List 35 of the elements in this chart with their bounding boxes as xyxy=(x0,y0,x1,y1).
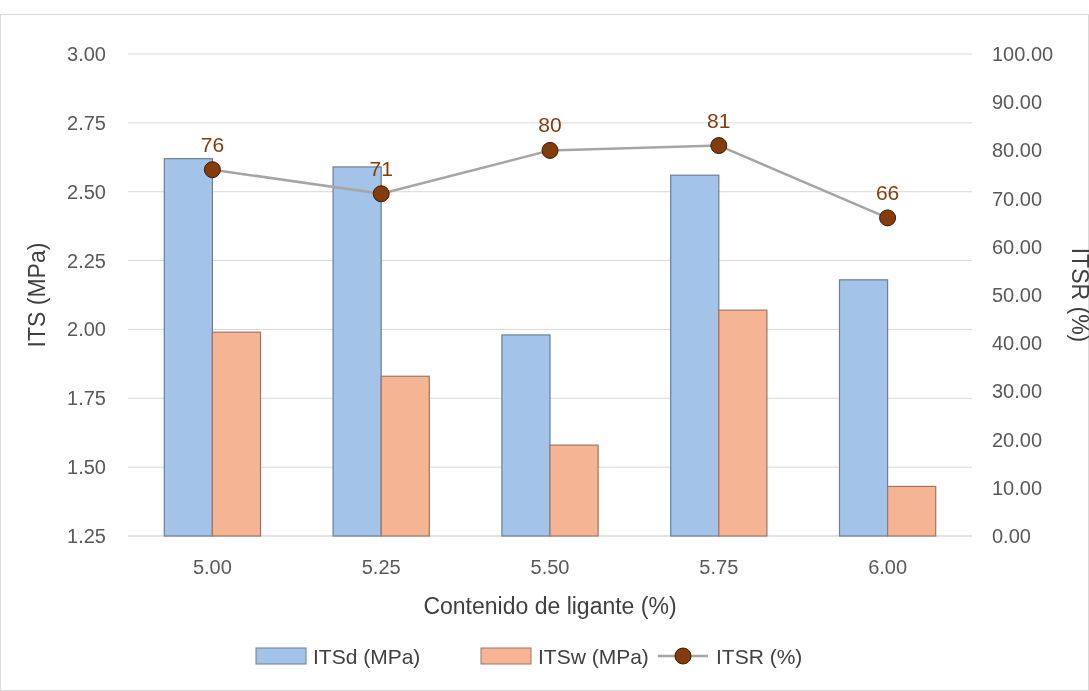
y-tick-label: 2.50 xyxy=(67,180,106,203)
y2-tick-label: 100.00 xyxy=(992,43,1054,65)
legend-label: ITSd (MPa) xyxy=(313,645,421,668)
y-tick-label: 2.75 xyxy=(67,111,106,134)
y2-tick-label: 10.00 xyxy=(992,476,1043,499)
y2-tick-label: 70.00 xyxy=(992,187,1043,210)
legend-label: ITSw (MPa) xyxy=(538,645,649,668)
y2-tick-label: 0.00 xyxy=(992,525,1031,547)
x-tick-label: 5.75 xyxy=(699,556,739,578)
y2-tick-label: 20.00 xyxy=(992,428,1043,451)
x-tick-label: 5.00 xyxy=(192,556,232,578)
data-label: 81 xyxy=(707,108,731,132)
x-tick-label: 5.25 xyxy=(361,556,401,578)
y2-tick-label: 90.00 xyxy=(992,91,1043,114)
y-tick-label: 1.50 xyxy=(67,456,106,479)
legend-label: ITSR (%) xyxy=(716,645,803,668)
y-tick-label: 1.25 xyxy=(67,525,106,547)
y2-tick-label: 50.00 xyxy=(992,284,1043,306)
data-label: 80 xyxy=(538,113,562,137)
y2-tick-label: 60.00 xyxy=(992,235,1043,258)
x-axis-title: Contenido de ligante (%) xyxy=(423,593,677,619)
y-tick-label: 3.00 xyxy=(67,43,106,65)
y2-axis-title: ITSR (%) xyxy=(1067,247,1089,343)
y-tick-label: 1.75 xyxy=(67,387,106,410)
x-tick-label: 5.50 xyxy=(530,556,570,578)
data-label: 66 xyxy=(875,180,900,204)
data-label: 71 xyxy=(369,156,393,180)
data-label: 76 xyxy=(200,132,225,156)
y2-tick-label: 80.00 xyxy=(992,139,1043,162)
y2-tick-label: 30.00 xyxy=(992,380,1043,403)
y-tick-label: 2.25 xyxy=(67,249,106,272)
y-axis-title: ITS (MPa) xyxy=(24,242,50,348)
y-tick-label: 2.00 xyxy=(67,318,106,341)
y2-tick-label: 40.00 xyxy=(992,332,1043,355)
x-tick-label: 6.00 xyxy=(868,556,908,578)
